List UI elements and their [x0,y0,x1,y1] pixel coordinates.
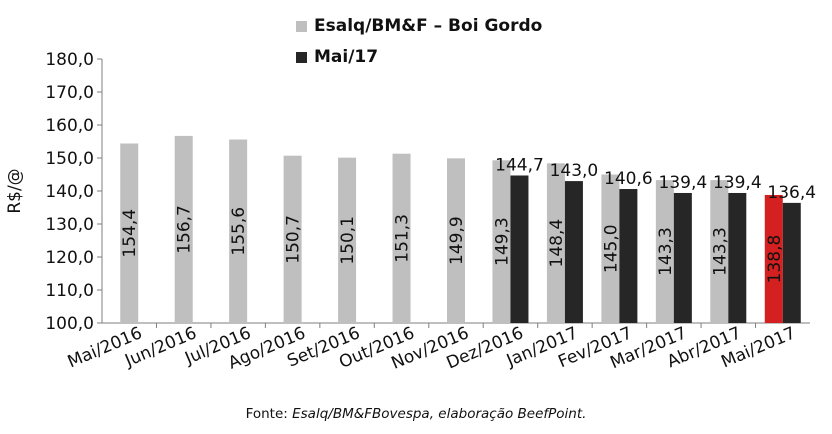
bar-esalq [283,155,302,323]
data-label-esalq: 150,7 [284,215,304,264]
data-label-esalq: 149,3 [492,217,512,266]
source-note: Fonte: Esalq/BM&FBovespa, elaboração Bee… [0,406,832,422]
y-tick-label: 150,0 [45,149,94,169]
bar-esalq [120,143,139,323]
data-label-esalq: 149,9 [447,216,467,265]
y-tick-label: 100,0 [45,314,94,334]
bar-mai17 [673,192,692,323]
y-tick-label: 140,0 [45,182,94,202]
data-label-esalq: 143,3 [656,227,676,276]
data-label-esalq: 151,3 [393,214,413,263]
bar-esalq [229,139,248,323]
legend-swatch-esalq [296,20,307,32]
legend-label-esalq: Esalq/BM&F – Boi Gordo [314,16,543,36]
y-axis-title: R$/@ [5,168,25,213]
bar-mai17 [510,175,529,323]
source-prefix: Fonte: [245,406,288,422]
bar-esalq [710,180,729,323]
data-label-mai17: 140,6 [604,169,653,189]
bar-mai17 [564,181,583,323]
source-text: Esalq/BM&FBovespa, elaboração BeefPoint. [292,406,587,422]
data-label-mai17: 139,4 [713,173,762,193]
legend-item-mai17: Mai/17 [296,47,378,67]
bar-mai17 [728,192,747,323]
data-label-mai17: 139,4 [659,173,708,193]
bar-mai17 [782,202,801,323]
data-label-esalq: 138,8 [765,235,785,284]
data-label-esalq: 145,0 [601,224,621,273]
bar-esalq [655,180,674,323]
y-tick-label: 110,0 [45,281,94,301]
data-label-esalq: 156,7 [175,205,195,254]
bar-esalq [392,153,411,323]
bar-esalq [764,194,783,323]
bar-esalq [338,157,357,323]
bar-esalq [492,160,511,323]
data-label-mai17: 136,4 [767,183,816,203]
y-tick-label: 130,0 [45,215,94,235]
data-label-esalq: 155,6 [229,207,249,256]
y-tick-label: 160,0 [45,116,94,136]
legend-item-esalq: Esalq/BM&F – Boi Gordo [296,16,542,36]
data-label-mai17: 144,7 [495,155,544,175]
bar-esalq [601,174,620,323]
bar-esalq [174,135,193,323]
bar-mai17 [619,189,638,323]
data-label-esalq: 150,1 [338,216,358,265]
bar-esalq [447,158,465,323]
data-label-esalq: 143,3 [710,227,730,276]
data-label-mai17: 143,0 [550,161,599,181]
legend-label-mai17: Mai/17 [314,47,379,67]
y-tick-label: 170,0 [45,83,94,103]
data-label-esalq: 154,4 [120,209,140,258]
data-label-esalq: 148,4 [547,219,567,268]
legend-swatch-mai17 [296,51,307,63]
bar-esalq [546,163,565,323]
y-tick-label: 180,0 [45,50,94,70]
y-tick-label: 120,0 [45,248,94,268]
